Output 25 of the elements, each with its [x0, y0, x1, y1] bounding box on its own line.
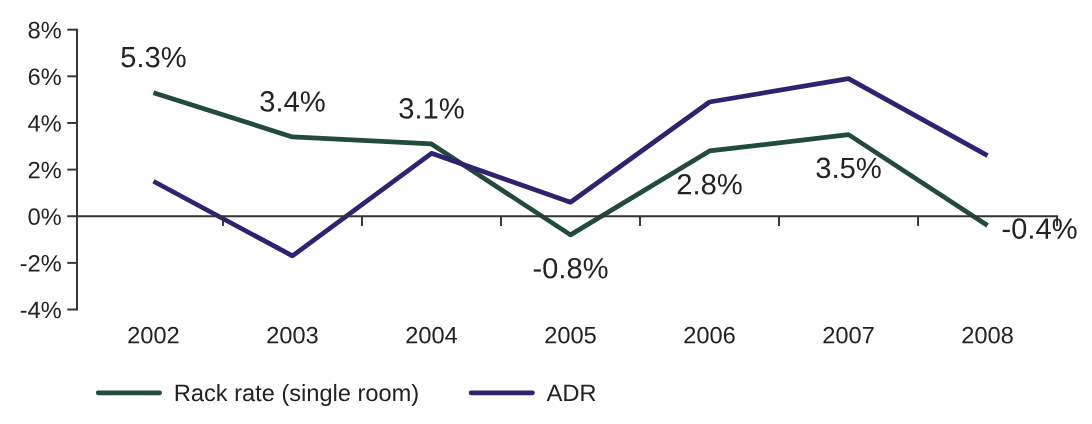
- y-tick-label: 6%: [28, 68, 61, 86]
- data-label: -0.8%: [533, 257, 608, 279]
- y-tick-label: 2%: [28, 161, 61, 179]
- legend-label: Rack rate (single room): [175, 383, 418, 406]
- y-tick-label: 8%: [28, 21, 61, 39]
- data-label: 3.4%: [260, 91, 325, 112]
- x-tick-label: 2002: [128, 326, 179, 344]
- line-series: [151, 90, 990, 238]
- x-tick-label: 2004: [406, 326, 458, 344]
- x-tick-label: 2006: [684, 326, 735, 344]
- legend-label: ADR: [546, 384, 596, 402]
- x-tick-label: 2005: [545, 326, 596, 344]
- line-series: [151, 76, 990, 259]
- y-tick-label: 4%: [28, 115, 61, 132]
- data-label: 3.5%: [816, 157, 881, 179]
- data-label: 2.8%: [677, 173, 742, 195]
- data-label: 3.1%: [399, 98, 464, 119]
- data-label: 5.3%: [121, 46, 186, 68]
- data-label: -0.4%: [1002, 218, 1077, 239]
- x-tick-label: 2007: [823, 326, 874, 344]
- y-tick-label: -4%: [20, 301, 61, 319]
- x-tick-label: 2003: [267, 326, 318, 344]
- x-tick-label: 2008: [962, 326, 1013, 344]
- y-tick-label: 0%: [28, 208, 61, 226]
- y-tick-label: -2%: [20, 254, 61, 272]
